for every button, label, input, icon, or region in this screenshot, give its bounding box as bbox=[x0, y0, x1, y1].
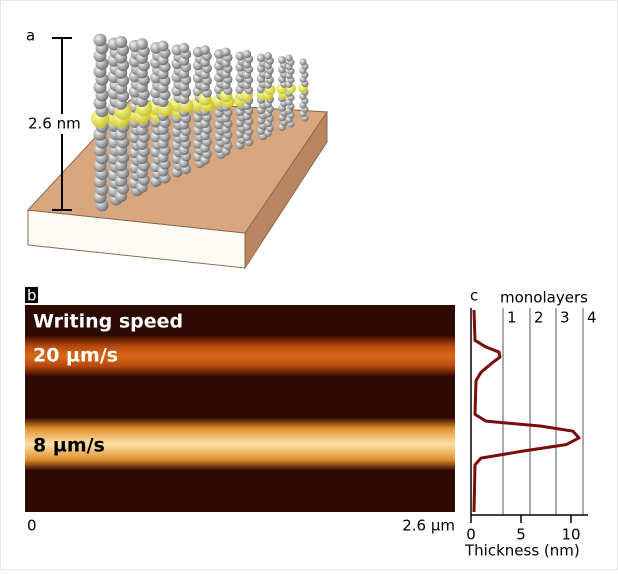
panel-label: a bbox=[26, 27, 35, 45]
carbon bbox=[278, 56, 286, 64]
carbon bbox=[243, 50, 251, 58]
carbon bbox=[299, 58, 306, 65]
line-label: 20 µm/s bbox=[33, 345, 118, 367]
carbon bbox=[136, 38, 148, 50]
line-label: 8 µm/s bbox=[33, 435, 105, 457]
carbon bbox=[200, 45, 210, 55]
panel-label: b bbox=[27, 287, 37, 305]
x-start: 0 bbox=[27, 517, 37, 535]
x2-tick-label: 2 bbox=[534, 309, 544, 327]
carbon bbox=[221, 47, 230, 56]
image-title: Writing speed bbox=[33, 311, 183, 333]
x2-tick-label: 4 bbox=[587, 309, 597, 327]
carbon bbox=[257, 54, 265, 62]
carbon bbox=[264, 52, 272, 60]
panel-b: b Writing speed 20 µm/s 8 µm/s 0 2.6 µm bbox=[25, 287, 455, 535]
panel-label: c bbox=[470, 287, 478, 305]
x2-tick-label: 3 bbox=[560, 309, 570, 327]
carbon bbox=[157, 40, 168, 51]
scale-label: 2.6 nm bbox=[28, 115, 81, 133]
carbon bbox=[179, 43, 189, 53]
x2-label: monolayers bbox=[500, 289, 588, 307]
carbon bbox=[285, 54, 292, 61]
x2-tick-label: 1 bbox=[507, 309, 517, 327]
x-label: Thickness (nm) bbox=[464, 542, 580, 560]
x-end: 2.6 µm bbox=[402, 517, 455, 535]
carbon bbox=[115, 36, 127, 48]
figure: a 2.6 nm b Writing speed 20 µm/s 8 µm/s … bbox=[0, 0, 618, 570]
carbon bbox=[94, 34, 107, 47]
